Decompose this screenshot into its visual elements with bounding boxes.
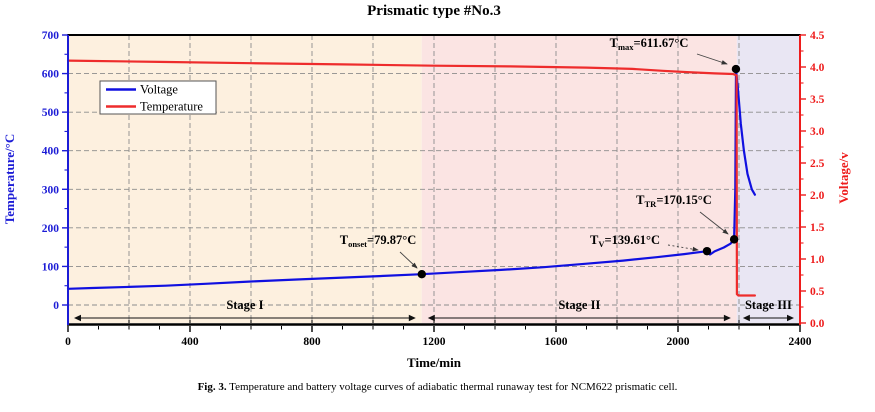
- stage-region: [736, 35, 800, 323]
- t-max-arrow: [696, 53, 728, 65]
- right-tick-label: 4.0: [810, 62, 825, 74]
- left-tick-label: 500: [42, 107, 60, 119]
- stage-label: Stage I: [226, 298, 263, 312]
- x-tick-label: 1600: [545, 336, 568, 348]
- t-tr-dot: [729, 235, 739, 244]
- left-axis-title: Temperature/°C: [2, 134, 17, 224]
- stage-arrowhead-left: [427, 314, 435, 322]
- stage-arrowhead-left: [742, 314, 750, 322]
- left-tick-label: 400: [42, 146, 60, 158]
- left-axis: 0 100 200 300 400 500 600 700 Temperature/°C: [2, 30, 68, 312]
- right-tick-label: 3.0: [810, 126, 825, 138]
- t-tr-arrow: [699, 211, 729, 235]
- x-axis: 0 400 800 1200 1600 2000 2400 Time/min: [65, 320, 812, 370]
- x-tick-label: 0: [65, 336, 71, 348]
- left-tick-label: 0: [53, 300, 59, 312]
- right-tick-label: 3.5: [810, 94, 825, 106]
- stage-region: [68, 35, 422, 323]
- right-tick-label: 0.0: [810, 318, 825, 330]
- t-max-dot: [731, 64, 741, 74]
- t-max-label: Tmax=611.67°C: [610, 36, 689, 52]
- x-tick-label: 2400: [789, 336, 812, 348]
- stage-arrowhead-right: [787, 314, 794, 322]
- x-tick-label: 1200: [423, 336, 446, 348]
- x-tick-label: 800: [303, 336, 321, 348]
- t-v-label: TV=139.61°C: [590, 233, 660, 249]
- stage-regions: [68, 35, 800, 323]
- right-axis: 0.0 0.5 1.0 1.5 2.0 2.5 3.0 3.5 4.0 4.5 Voltage/v: [800, 30, 851, 330]
- stage-arrowhead-left: [74, 314, 81, 322]
- left-tick-label: 100: [42, 261, 60, 273]
- x-tick-label: 2000: [667, 336, 690, 348]
- caption-text: Temperature and battery voltage curves o…: [229, 381, 678, 393]
- figure-caption: Fig. 3. Temperature and battery voltage …: [0, 381, 875, 393]
- x-axis-title: Time/min: [407, 355, 462, 370]
- right-tick-label: 2.0: [810, 190, 825, 202]
- stage-arrowhead-right: [723, 314, 731, 322]
- right-tick-label: 4.5: [810, 30, 825, 42]
- stage-region: [421, 35, 737, 323]
- legend-item-label: Voltage: [140, 83, 178, 97]
- stage-label: Stage II: [558, 298, 600, 312]
- stage-arrowhead-right: [408, 314, 416, 322]
- t-v-dot: [702, 246, 712, 256]
- x-tick-label: 400: [181, 336, 199, 348]
- left-tick-label: 700: [42, 30, 60, 42]
- t-onset-arrow: [399, 251, 418, 269]
- right-tick-label: 0.5: [810, 286, 825, 298]
- right-tick-label: 1.5: [810, 222, 825, 234]
- series-temperature-curve: [66, 59, 757, 297]
- left-tick-label: 600: [42, 69, 60, 81]
- left-tick-label: 200: [42, 223, 60, 235]
- chart-title: Prismatic type #No.3: [367, 3, 501, 19]
- t-onset-label: Tonset=79.87°C: [340, 233, 417, 249]
- t-onset-dot: [417, 269, 426, 279]
- right-axis-title: Voltage/v: [836, 152, 851, 204]
- t-v-arrow: [667, 244, 699, 252]
- right-tick-label: 1.0: [810, 254, 825, 266]
- right-tick-label: 2.5: [810, 158, 825, 170]
- gridlines: [68, 35, 800, 323]
- stage-label: Stage III: [745, 298, 792, 312]
- axis-spines: [67, 34, 801, 326]
- series-voltage-curve: [66, 67, 757, 290]
- chart-canvas: 0100200300400500600700Temperature/°C0.00…: [2, 30, 851, 370]
- point-annotations: Tonset=79.87°C TV=139.61°C TTR=170.15°C Tma…: [340, 36, 741, 279]
- t-tr-label: TTR=170.15°C: [636, 193, 712, 209]
- left-tick-label: 300: [42, 184, 60, 196]
- legend-item-label: Temperature: [140, 100, 203, 114]
- caption-label: Fig. 3.: [197, 381, 227, 393]
- legend: Voltage Temperature: [99, 80, 217, 115]
- legend-box: [99, 80, 217, 115]
- stage-annotations: Stage I Stage II Stage III: [74, 298, 794, 322]
